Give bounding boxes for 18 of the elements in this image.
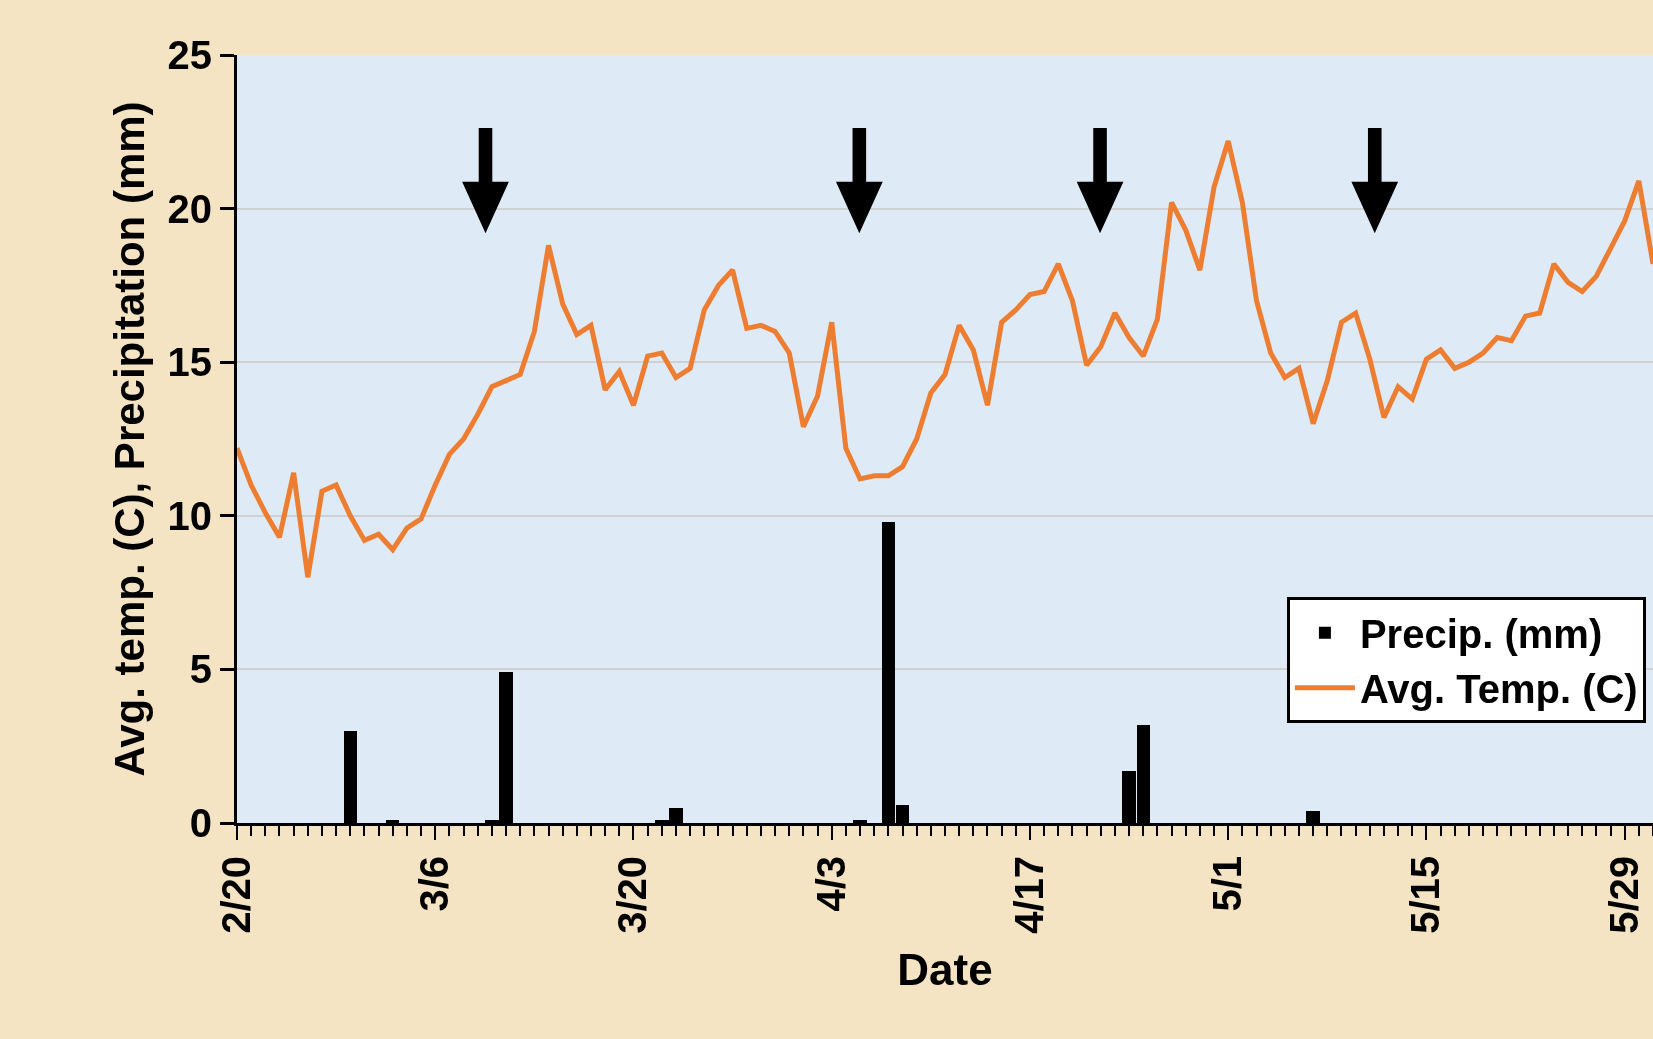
legend-label: Avg. Temp. (C) (1359, 667, 1638, 712)
y-tick-label: 5 (189, 647, 212, 692)
x-tick-label: 5/15 (1403, 856, 1448, 934)
y-tick-label: 20 (167, 186, 212, 231)
legend-label: Precip. (mm) (1359, 612, 1603, 657)
x-tick-label: 5/1 (1205, 856, 1250, 912)
x-tick-label: 4/3 (808, 856, 853, 912)
y-tick-label: 15 (167, 340, 212, 385)
x-tick-label: 2/20 (214, 856, 258, 934)
y-tick-label: 10 (167, 493, 212, 538)
y-tick-label: 0 (189, 801, 212, 845)
x-axis-title: Date (897, 945, 993, 995)
y-tick-label: 25 (167, 33, 212, 77)
x-tick-label: 4/17 (1006, 856, 1051, 934)
x-tick-label: 3/20 (610, 856, 655, 934)
y-axis-title: Avg. temp. (C), Precipitation (mm) (106, 101, 154, 777)
x-tick-label: 5/29 (1601, 856, 1646, 934)
x-tick-label: 3/6 (412, 856, 457, 912)
